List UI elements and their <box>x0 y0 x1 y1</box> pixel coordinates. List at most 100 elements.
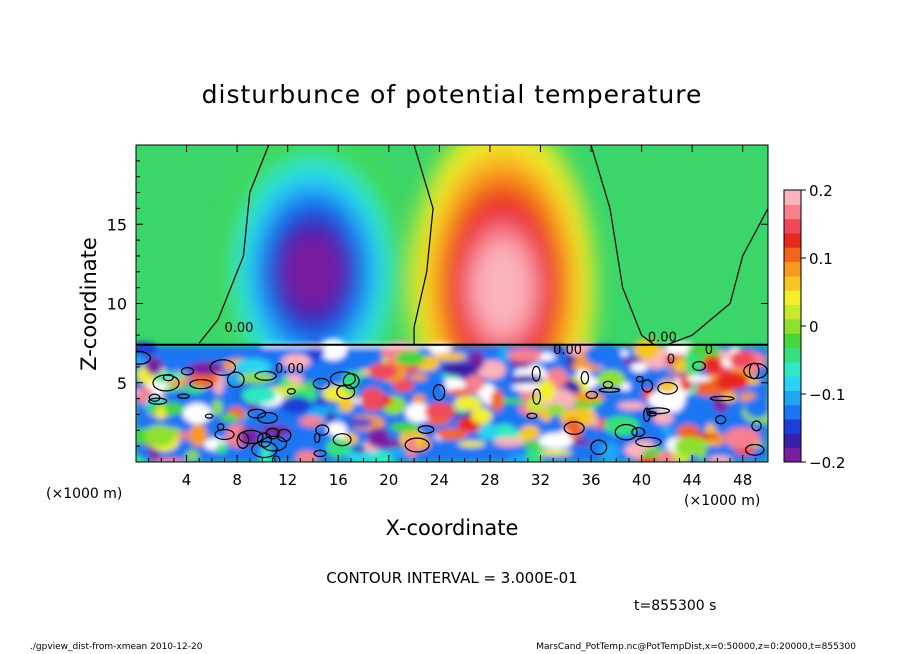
lower-layer-cell <box>412 394 426 404</box>
contour-loop <box>531 365 541 382</box>
lower-layer-cell <box>653 411 674 425</box>
contour-label: 0.00 <box>553 343 582 358</box>
contour-loop <box>715 414 727 425</box>
contour-line-3 <box>666 208 768 346</box>
lower-layer-cell <box>526 446 543 462</box>
y-tick-label: 5 <box>117 374 127 393</box>
contour-loop <box>332 433 352 447</box>
lower-layer-cell <box>146 382 170 391</box>
colorbar-swatch <box>784 347 801 363</box>
contour-loop <box>136 351 151 365</box>
contour-loop <box>329 371 356 387</box>
lower-layer-cell <box>476 360 506 380</box>
colorbar-swatch <box>784 290 801 306</box>
lower-layer-cell <box>464 374 484 393</box>
contour-labels: 0.00 0.00 0.00 0.00 0 0 0 <box>224 321 713 447</box>
lower-layer-cell <box>392 378 414 392</box>
contour-loop <box>180 366 195 376</box>
colorbar-swatch <box>784 390 801 406</box>
plume-band-1 <box>474 241 531 334</box>
contour-interval-note: CONTOUR INTERVAL = 3.000E-01 <box>326 569 577 587</box>
lower-layer-cell <box>424 402 456 421</box>
lower-layer-cell <box>182 403 212 424</box>
lower-layer-cell <box>630 362 648 373</box>
contour-loop <box>657 381 678 395</box>
lower-layer-cell <box>395 350 426 366</box>
lower-layer-cell <box>507 348 543 363</box>
lower-layer-cell <box>368 362 398 380</box>
lower-layer-cell <box>557 429 569 449</box>
lower-layer-cell <box>708 455 732 462</box>
lower-layer-cell <box>597 369 626 389</box>
chart-title: disturbunce of potential temperature <box>202 80 703 109</box>
lower-layer-cell <box>441 362 477 377</box>
lower-layer-cell <box>321 385 350 402</box>
lower-layer-cell <box>345 418 374 427</box>
lower-layer-cell <box>509 375 545 385</box>
contour-label: 0.00 <box>224 321 253 336</box>
lower-layer-cell <box>187 361 224 375</box>
contour-loop <box>189 378 213 390</box>
contour-loop <box>602 380 614 389</box>
lower-layer-cell <box>672 358 686 374</box>
lower-layer-cell <box>660 425 674 436</box>
x-tick-label: 16 <box>329 471 348 489</box>
lower-layer-cell <box>212 399 223 416</box>
lower-layer-cell <box>260 444 272 462</box>
contour-loop <box>315 424 330 436</box>
x-unit-left: (×1000 m) <box>46 486 122 502</box>
lower-layer-cell <box>715 372 749 391</box>
colorbar-swatch <box>784 232 801 248</box>
colorbar-tick-label: −0.1 <box>809 386 845 404</box>
lower-field <box>136 338 768 462</box>
x-tick-label: 28 <box>480 471 499 489</box>
contour-loop <box>286 388 296 395</box>
contour-loop <box>645 407 671 415</box>
colorbar-swatch <box>784 404 801 420</box>
contour-loop <box>265 427 280 440</box>
contour-loop <box>238 429 264 444</box>
contour-label: 0 <box>705 343 713 358</box>
contour-loop <box>751 420 762 432</box>
contour-loop <box>526 412 538 420</box>
colorbar-swatch <box>784 218 801 234</box>
footer-right: MarsCand_PotTemp.nc@PotTempDist,x=0:5000… <box>536 642 856 652</box>
colorbar-tick-label: −0.2 <box>809 454 845 472</box>
lower-layer-cell <box>304 380 315 389</box>
time-note: t=855300 s <box>634 598 716 614</box>
contour-label: 0.00 <box>275 362 304 377</box>
lower-layer-cell <box>307 338 325 361</box>
lower-layer-cell <box>371 450 393 462</box>
lower-layer-cell <box>409 373 428 381</box>
y-tick-label: 10 <box>107 295 127 314</box>
lower-layer-cell <box>280 396 312 415</box>
colorbar-tick-label: 0.2 <box>809 182 833 200</box>
lower-layer-cell <box>389 422 420 433</box>
contour-loop <box>209 359 237 376</box>
lower-layer-cell <box>553 345 564 356</box>
colorbar-swatch <box>784 376 801 391</box>
lower-layer-cell <box>571 361 583 371</box>
x-tick-label: 40 <box>632 471 651 489</box>
lower-layer-cell <box>435 428 468 440</box>
contour-loop <box>635 375 644 383</box>
contour-loop <box>614 423 638 441</box>
lower-layer-cell <box>260 425 292 437</box>
lower-layer-cell <box>457 440 486 448</box>
colorbar-ticks: 0.2 0.1 0 −0.1 −0.2 <box>801 182 845 472</box>
lower-layer-cell <box>185 450 200 461</box>
colorbar-swatch <box>784 247 801 263</box>
contour-loop <box>748 362 760 380</box>
contour-loop <box>643 407 651 423</box>
contour-loop <box>276 428 292 443</box>
lower-layer-cell <box>144 424 176 447</box>
lower-layer-cell <box>145 357 163 376</box>
colorbar-swatch <box>784 318 801 334</box>
colorbar-swatch <box>784 433 801 449</box>
contour-loop <box>162 373 174 382</box>
x-tick-label: 24 <box>430 471 449 489</box>
contour-loop <box>563 421 585 435</box>
contour-loop <box>532 388 542 405</box>
contour-loop <box>641 379 654 393</box>
contour-loop <box>417 425 435 434</box>
